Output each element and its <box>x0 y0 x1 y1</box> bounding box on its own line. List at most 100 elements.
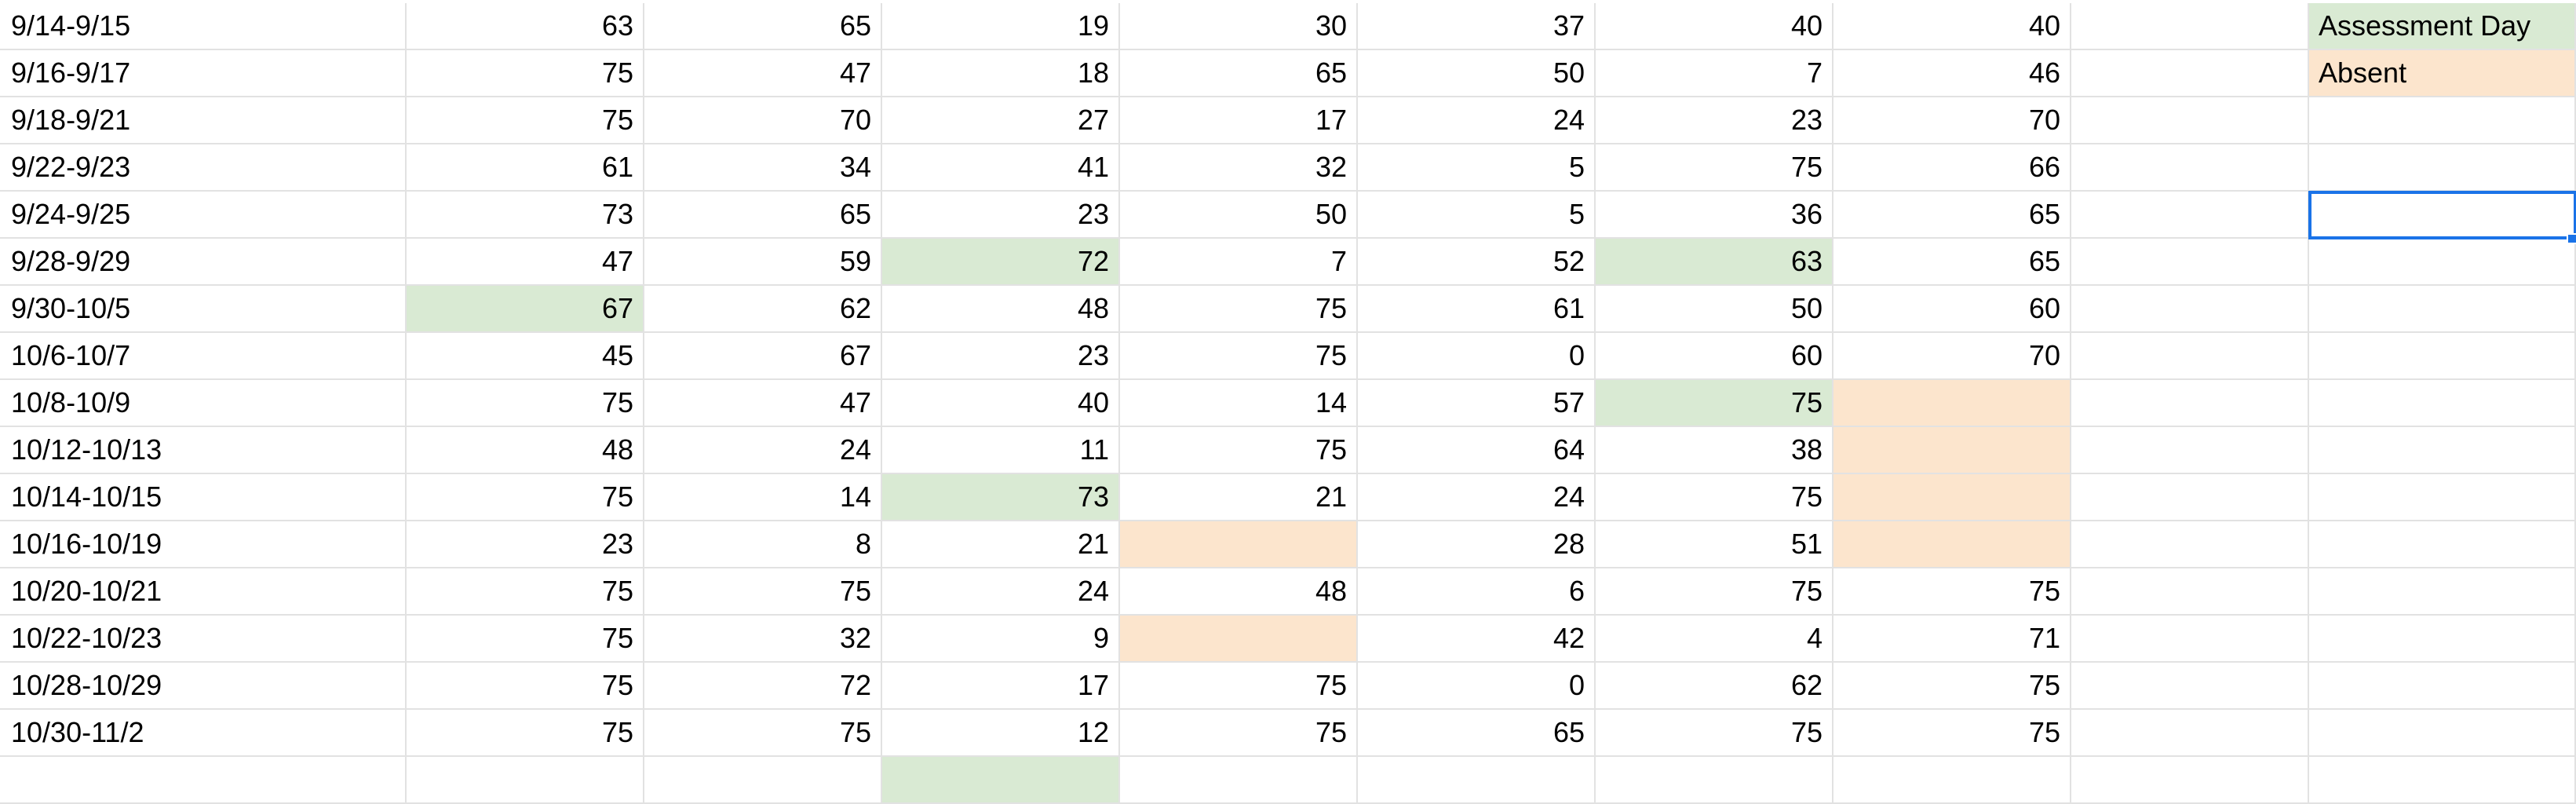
score-cell[interactable]: 75 <box>1596 144 1833 192</box>
score-cell[interactable]: 73 <box>407 192 644 239</box>
score-cell[interactable]: 67 <box>407 286 644 333</box>
score-cell[interactable]: 72 <box>882 239 1120 286</box>
score-cell[interactable]: 45 <box>407 333 644 380</box>
score-cell[interactable]: 23 <box>882 192 1120 239</box>
date-range-cell[interactable]: 10/28-10/29 <box>0 663 407 710</box>
score-cell[interactable]: 0 <box>1358 333 1596 380</box>
score-cell[interactable]: 47 <box>407 239 644 286</box>
score-cell[interactable]: 17 <box>1120 97 1358 144</box>
legend-cell-absent[interactable]: Absent <box>2309 50 2576 97</box>
date-range-cell[interactable]: 10/22-10/23 <box>0 616 407 663</box>
score-cell[interactable]: 67 <box>644 333 882 380</box>
score-cell[interactable]: 41 <box>882 144 1120 192</box>
score-cell[interactable] <box>1833 380 2071 427</box>
legend-empty-cell[interactable] <box>2309 568 2576 616</box>
score-cell[interactable]: 40 <box>1596 3 1833 50</box>
score-cell[interactable] <box>644 757 882 804</box>
legend-empty-cell[interactable] <box>2309 521 2576 568</box>
score-cell[interactable]: 61 <box>1358 286 1596 333</box>
score-cell[interactable]: 59 <box>644 239 882 286</box>
score-cell[interactable]: 75 <box>407 97 644 144</box>
legend-cell-assessment-day[interactable]: Assessment Day <box>2309 3 2576 50</box>
date-range-cell[interactable]: 9/22-9/23 <box>0 144 407 192</box>
score-cell[interactable]: 75 <box>1833 710 2071 757</box>
score-cell[interactable]: 38 <box>1596 427 1833 474</box>
score-cell[interactable]: 75 <box>407 568 644 616</box>
score-cell[interactable]: 12 <box>882 710 1120 757</box>
score-cell[interactable]: 50 <box>1358 50 1596 97</box>
score-cell[interactable]: 75 <box>1120 286 1358 333</box>
score-cell[interactable]: 51 <box>1596 521 1833 568</box>
score-cell[interactable]: 75 <box>407 474 644 521</box>
date-range-cell[interactable]: 10/6-10/7 <box>0 333 407 380</box>
legend-empty-cell[interactable] <box>2309 333 2576 380</box>
score-cell[interactable]: 50 <box>1120 192 1358 239</box>
score-cell[interactable] <box>1833 474 2071 521</box>
score-cell[interactable]: 32 <box>644 616 882 663</box>
legend-empty-cell[interactable] <box>2309 144 2576 192</box>
score-cell[interactable]: 75 <box>1596 474 1833 521</box>
score-cell[interactable]: 70 <box>1833 333 2071 380</box>
date-range-cell[interactable]: 10/20-10/21 <box>0 568 407 616</box>
empty-cell[interactable] <box>2071 239 2309 286</box>
score-cell[interactable]: 75 <box>1833 568 2071 616</box>
date-range-cell[interactable]: 9/24-9/25 <box>0 192 407 239</box>
score-cell[interactable] <box>1358 757 1596 804</box>
legend-empty-cell[interactable] <box>2309 239 2576 286</box>
legend-empty-cell[interactable] <box>2309 380 2576 427</box>
empty-cell[interactable] <box>2071 663 2309 710</box>
score-cell[interactable]: 8 <box>644 521 882 568</box>
score-cell[interactable]: 75 <box>1120 710 1358 757</box>
fill-handle[interactable] <box>2567 233 2576 244</box>
score-cell[interactable]: 36 <box>1596 192 1833 239</box>
score-cell[interactable]: 46 <box>1833 50 2071 97</box>
score-cell[interactable]: 48 <box>407 427 644 474</box>
date-range-cell[interactable]: 9/28-9/29 <box>0 239 407 286</box>
score-cell[interactable]: 75 <box>1596 380 1833 427</box>
score-cell[interactable]: 65 <box>1833 239 2071 286</box>
score-cell[interactable]: 70 <box>1833 97 2071 144</box>
score-cell[interactable]: 65 <box>1120 50 1358 97</box>
date-range-cell[interactable]: 9/14-9/15 <box>0 3 407 50</box>
score-cell[interactable]: 75 <box>407 380 644 427</box>
score-cell[interactable]: 23 <box>882 333 1120 380</box>
score-cell[interactable]: 47 <box>644 50 882 97</box>
score-cell[interactable]: 23 <box>407 521 644 568</box>
empty-cell[interactable] <box>2071 757 2309 804</box>
score-cell[interactable]: 65 <box>1358 710 1596 757</box>
empty-cell[interactable] <box>2071 3 2309 50</box>
score-cell[interactable]: 23 <box>1596 97 1833 144</box>
empty-cell[interactable] <box>2071 427 2309 474</box>
score-cell[interactable] <box>1120 616 1358 663</box>
score-cell[interactable]: 7 <box>1120 239 1358 286</box>
score-cell[interactable]: 48 <box>1120 568 1358 616</box>
score-cell[interactable] <box>1120 521 1358 568</box>
score-cell[interactable]: 11 <box>882 427 1120 474</box>
date-range-cell[interactable] <box>0 757 407 804</box>
score-cell[interactable]: 24 <box>1358 474 1596 521</box>
empty-cell[interactable] <box>2071 521 2309 568</box>
date-range-cell[interactable]: 10/14-10/15 <box>0 474 407 521</box>
score-cell[interactable]: 75 <box>407 50 644 97</box>
empty-cell[interactable] <box>2071 568 2309 616</box>
score-cell[interactable] <box>882 757 1120 804</box>
score-cell[interactable]: 71 <box>1833 616 2071 663</box>
legend-empty-cell[interactable] <box>2309 616 2576 663</box>
empty-cell[interactable] <box>2071 333 2309 380</box>
score-cell[interactable]: 32 <box>1120 144 1358 192</box>
score-cell[interactable]: 72 <box>644 663 882 710</box>
score-cell[interactable]: 75 <box>1596 568 1833 616</box>
legend-empty-cell[interactable] <box>2309 663 2576 710</box>
score-cell[interactable]: 75 <box>1596 710 1833 757</box>
empty-cell[interactable] <box>2071 710 2309 757</box>
score-cell[interactable]: 9 <box>882 616 1120 663</box>
legend-empty-cell[interactable] <box>2309 286 2576 333</box>
score-cell[interactable]: 63 <box>407 3 644 50</box>
score-cell[interactable]: 75 <box>1120 333 1358 380</box>
score-cell[interactable]: 47 <box>644 380 882 427</box>
date-range-cell[interactable]: 10/8-10/9 <box>0 380 407 427</box>
score-cell[interactable]: 75 <box>1120 663 1358 710</box>
score-cell[interactable]: 21 <box>882 521 1120 568</box>
score-cell[interactable]: 75 <box>644 710 882 757</box>
score-cell[interactable]: 61 <box>407 144 644 192</box>
